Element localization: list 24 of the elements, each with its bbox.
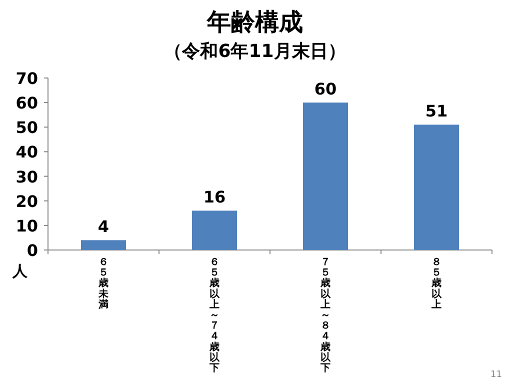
y-axis-title: 人 [12,262,28,280]
y-tick-label: 40 [16,142,38,162]
x-tick-label: ８５歳以上 [430,257,442,310]
y-tick-label: 10 [16,216,38,236]
category-label: ７５歳以上～８４歳以下 [320,257,330,374]
bar [192,210,237,250]
y-tick-label: 50 [16,118,38,138]
chart-title: 年齢構成 [206,8,303,36]
bar [414,124,459,250]
data-label: 4 [98,217,110,236]
data-label: 51 [425,102,448,121]
y-tick-label: 30 [16,167,38,186]
y-tick-label: 70 [16,69,38,88]
data-label: 60 [314,80,337,99]
chart-subtitle: （令和6年11月末日） [164,41,346,62]
text: 11 [490,370,502,380]
x-tick-label: ６５歳未満 [98,257,110,310]
category-label: ６５歳以上～７４歳以下 [210,257,220,374]
y-tick-label: 60 [16,94,38,113]
bar [303,102,348,250]
y-tick-label: 0 [26,241,38,260]
data-label: 16 [203,188,226,207]
y-tick-label: 20 [16,192,38,211]
bar [81,240,126,250]
